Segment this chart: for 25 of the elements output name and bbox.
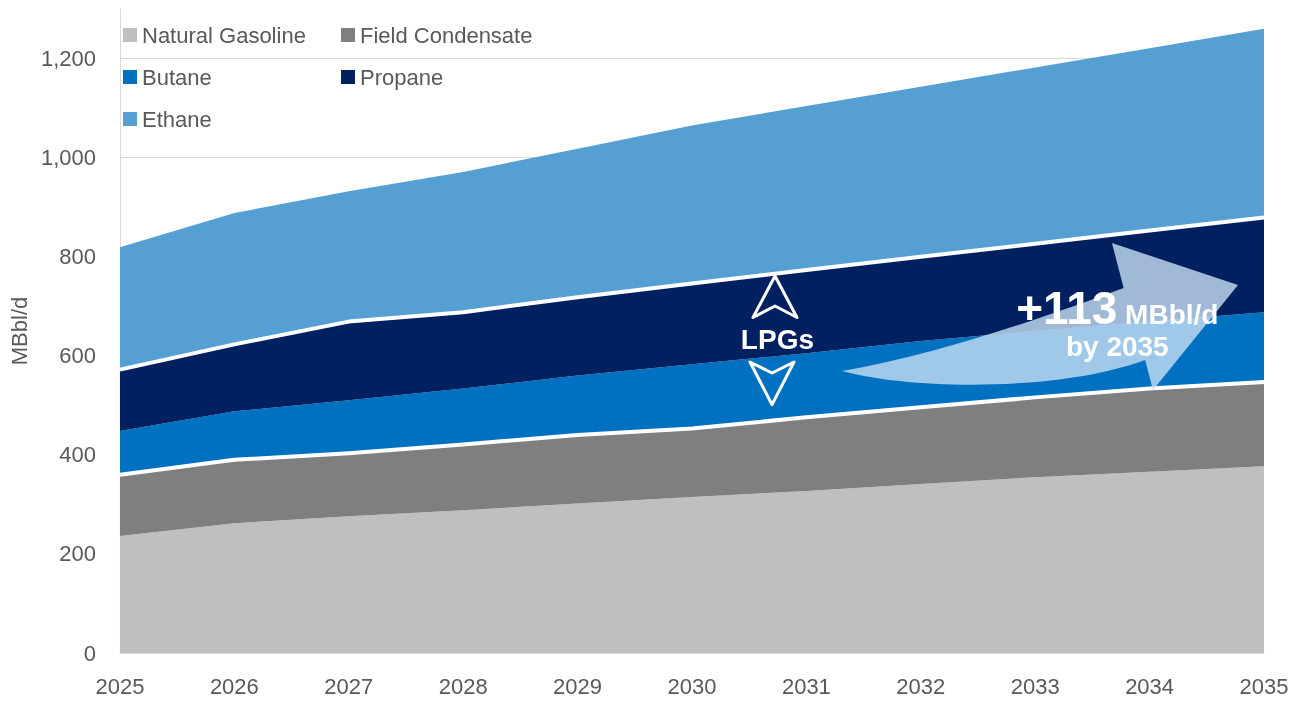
legend-label: Natural Gasoline <box>142 22 306 48</box>
annotation: LPGs <box>740 324 815 356</box>
y-tick-label: 400 <box>59 442 96 468</box>
legend-label: Ethane <box>142 106 212 132</box>
y-tick-label: 800 <box>59 244 96 270</box>
legend-label: Butane <box>142 64 212 90</box>
x-tick-label: 2035 <box>1239 673 1289 699</box>
x-tick-label: 2026 <box>209 673 259 699</box>
x-tick-label: 2032 <box>896 673 946 699</box>
x-tick-label: 2025 <box>95 673 145 699</box>
y-tick-label: 1,000 <box>40 145 96 171</box>
x-tick-label: 2033 <box>1010 673 1060 699</box>
y-tick-label: 600 <box>59 343 96 369</box>
x-tick-label: 2028 <box>438 673 488 699</box>
y-tick-label: 0 <box>83 640 96 666</box>
y-tick-label: 1,200 <box>40 46 96 72</box>
x-tick-label: 2027 <box>324 673 374 699</box>
y-tick-label: 200 <box>59 541 96 567</box>
x-tick-label: 2029 <box>553 673 603 699</box>
x-tick-label: 2030 <box>667 673 717 699</box>
legend-label: Field Condensate <box>360 22 533 48</box>
legend-label: Propane <box>360 64 444 90</box>
x-tick-label: 2031 <box>781 673 831 699</box>
y-axis-title: MBbl/d <box>6 296 32 366</box>
x-tick-label: 2034 <box>1125 673 1175 699</box>
